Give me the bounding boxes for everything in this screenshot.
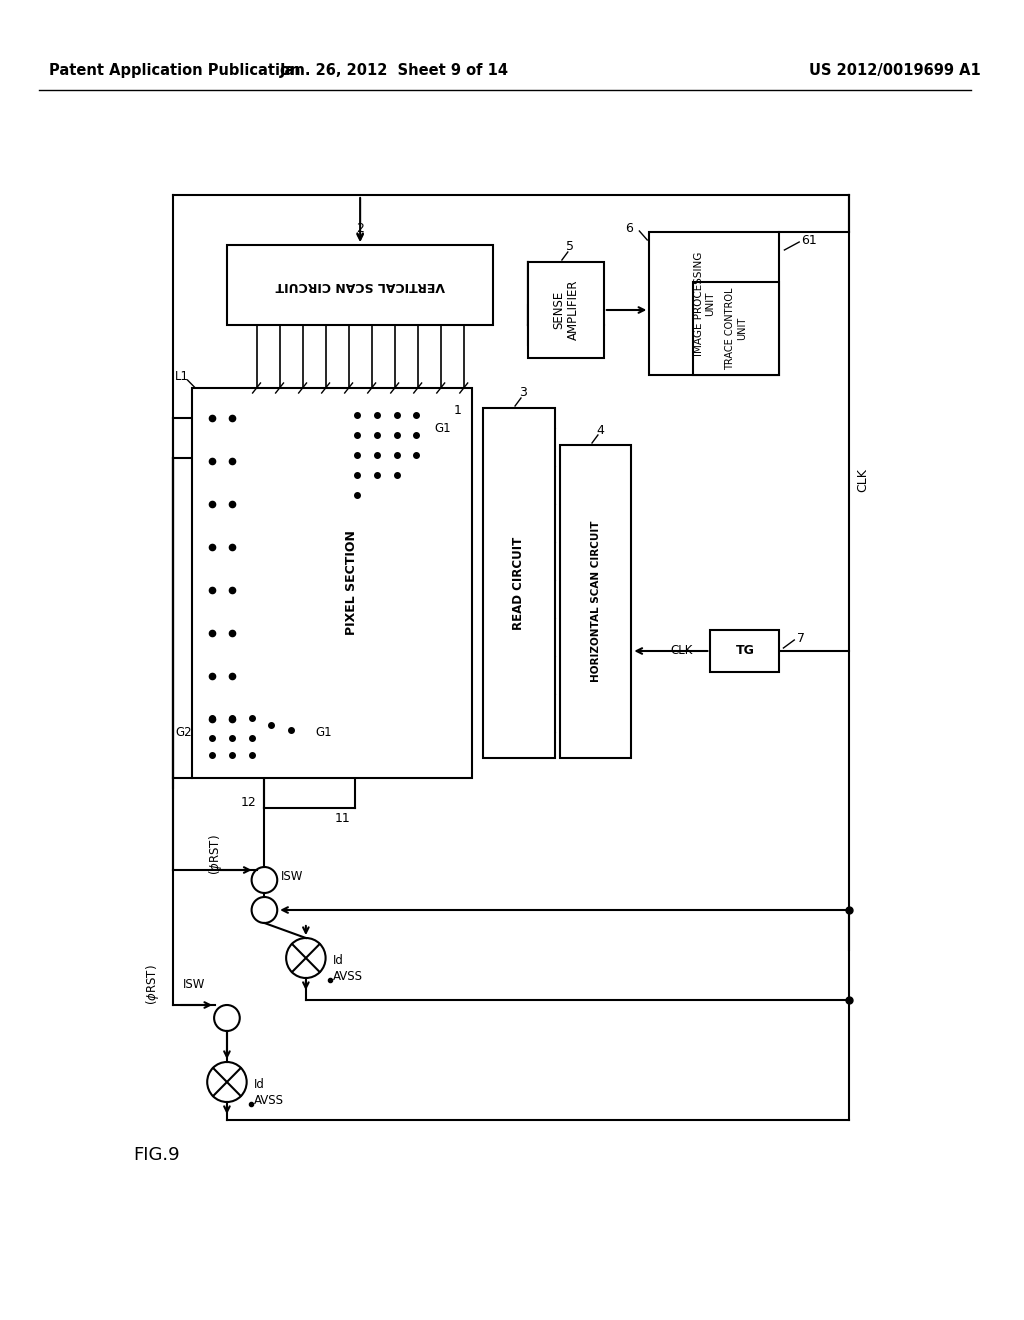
Text: Patent Application Publication: Patent Application Publication [49, 62, 301, 78]
Bar [483, 408, 555, 758]
Text: 1: 1 [454, 404, 462, 417]
Text: TRACE CONTROL
UNIT: TRACE CONTROL UNIT [725, 288, 746, 370]
Text: US 2012/0019699 A1: US 2012/0019699 A1 [809, 62, 981, 78]
Text: TG: TG [735, 644, 755, 657]
Text: 5: 5 [566, 240, 573, 253]
Text: 4: 4 [596, 424, 604, 437]
Text: 2: 2 [356, 222, 365, 235]
Text: Jan. 26, 2012  Sheet 9 of 14: Jan. 26, 2012 Sheet 9 of 14 [281, 62, 509, 78]
Text: READ CIRCUIT: READ CIRCUIT [512, 536, 525, 630]
Bar [227, 246, 494, 325]
Text: G2: G2 [176, 726, 193, 738]
Text: IMAGE PROCESSING
UNIT: IMAGE PROCESSING UNIT [693, 251, 716, 355]
Text: 61: 61 [801, 234, 817, 247]
Bar [649, 232, 779, 375]
Text: ($\phi$RST): ($\phi$RST) [207, 834, 223, 875]
Text: G1: G1 [315, 726, 333, 738]
Text: Id: Id [254, 1077, 264, 1090]
Text: VERTICAL SCAN CIRCUIT: VERTICAL SCAN CIRCUIT [275, 279, 444, 292]
Text: Id: Id [333, 953, 343, 966]
Text: HORIZONTAL SCAN CIRCUIT: HORIZONTAL SCAN CIRCUIT [591, 521, 601, 682]
Text: CLK: CLK [856, 469, 869, 492]
Text: 11: 11 [335, 812, 350, 825]
Text: 7: 7 [798, 631, 805, 644]
Text: FIG.9: FIG.9 [133, 1146, 180, 1164]
Text: AVSS: AVSS [333, 969, 362, 982]
Text: 6: 6 [626, 222, 634, 235]
Text: ($\phi$RST): ($\phi$RST) [144, 965, 162, 1006]
Text: SENSE
AMPLIFIER: SENSE AMPLIFIER [552, 280, 580, 341]
Text: G1: G1 [434, 421, 451, 434]
Text: 12: 12 [241, 796, 257, 809]
Text: ISW: ISW [182, 978, 205, 991]
Text: 3: 3 [519, 387, 527, 400]
Bar [193, 388, 472, 777]
Text: ISW: ISW [282, 870, 303, 883]
Text: AVSS: AVSS [254, 1093, 284, 1106]
Bar [527, 261, 604, 358]
Bar [560, 445, 632, 758]
Bar [692, 282, 779, 375]
Bar [711, 630, 779, 672]
Text: PIXEL SECTION: PIXEL SECTION [345, 531, 358, 635]
Text: CLK: CLK [671, 644, 692, 657]
Text: L1: L1 [175, 370, 188, 383]
